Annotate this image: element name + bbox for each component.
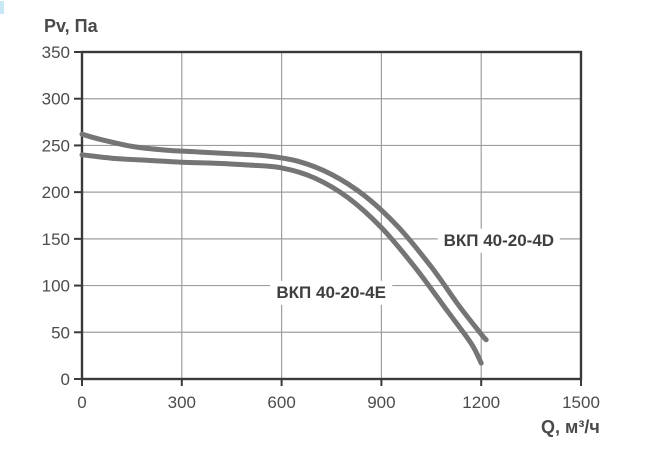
y-tick-label: 100 <box>42 277 70 296</box>
y-tick-label: 300 <box>42 90 70 109</box>
x-tick-label: 0 <box>77 393 86 412</box>
y-tick-label: 250 <box>42 136 70 155</box>
curve-vkp-40-20-4e <box>79 152 484 366</box>
x-tick-label: 600 <box>267 393 295 412</box>
curve-vkp-40-20-4d <box>79 131 489 343</box>
y-tick-label: 0 <box>61 370 70 389</box>
x-tick-label: 300 <box>168 393 196 412</box>
corner-accent <box>0 1 4 14</box>
curve-label-vkp-40-20-4e: ВКП 40-20-4E <box>270 280 392 306</box>
x-tick-label: 1200 <box>462 393 500 412</box>
x-tick-label: 900 <box>367 393 395 412</box>
x-axis-title: Q, м³/ч <box>541 417 600 437</box>
plot-frame <box>80 50 583 381</box>
y-tick-label: 50 <box>51 323 70 342</box>
y-tick-label: 350 <box>42 43 70 62</box>
curve-label-vkp-40-20-4d: ВКП 40-20-4D <box>437 228 561 253</box>
y-tick-label: 200 <box>42 183 70 202</box>
y-tick-label: 150 <box>42 230 70 249</box>
x-tick-label: 1500 <box>562 393 600 412</box>
y-axis-title: Pv, Па <box>44 16 98 36</box>
